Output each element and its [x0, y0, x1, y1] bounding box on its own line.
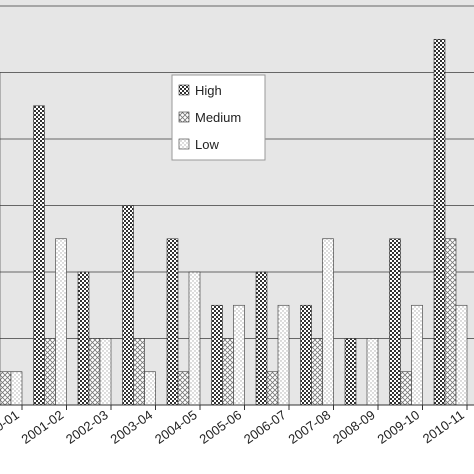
bar — [433, 38, 446, 406]
bar — [88, 338, 101, 406]
x-tick-label: 2000-01 — [0, 407, 22, 447]
bar — [366, 338, 379, 406]
bar — [255, 271, 268, 406]
bar — [188, 271, 201, 406]
legend-swatch — [178, 111, 190, 123]
x-tick-label: 2008-09 — [330, 407, 378, 447]
bar — [277, 304, 290, 406]
bar — [344, 338, 357, 406]
bar — [211, 304, 223, 406]
bar — [55, 238, 67, 406]
bar — [400, 371, 412, 406]
bar — [300, 304, 312, 406]
bar — [444, 238, 457, 406]
legend-label: High — [195, 83, 222, 98]
bar — [122, 205, 134, 406]
bar — [222, 338, 234, 406]
bar — [77, 271, 90, 406]
x-tick-label: 2001-02 — [19, 407, 67, 447]
bar — [177, 371, 190, 406]
x-tick-label: 2010-11 — [420, 407, 467, 446]
bar — [266, 371, 279, 406]
bar — [33, 105, 45, 406]
x-tick-label: 2007-08 — [286, 407, 334, 447]
bar — [455, 304, 468, 406]
legend-label: Low — [195, 137, 219, 152]
legend-swatch — [178, 138, 190, 150]
bar — [389, 238, 401, 406]
bar — [144, 371, 156, 406]
x-tick-label: 2006-07 — [241, 407, 289, 447]
bar — [99, 338, 112, 406]
x-tick-label: 2002-03 — [63, 407, 111, 447]
bar — [133, 338, 145, 406]
bar — [44, 338, 56, 406]
legend: High Medium Low — [171, 74, 266, 161]
legend-label: Medium — [195, 110, 241, 125]
bar — [0, 371, 12, 406]
x-tick-label: 2003-04 — [108, 407, 156, 447]
x-tick-label: 2005-06 — [197, 407, 245, 447]
bar — [311, 338, 323, 406]
x-tick-label: 2004-05 — [152, 407, 200, 447]
bar — [411, 304, 423, 406]
legend-swatch — [178, 84, 190, 96]
x-tick-label: 2009-10 — [375, 407, 423, 447]
bar — [322, 238, 334, 406]
bar — [10, 371, 23, 406]
bar — [233, 304, 245, 406]
bar — [166, 238, 179, 406]
